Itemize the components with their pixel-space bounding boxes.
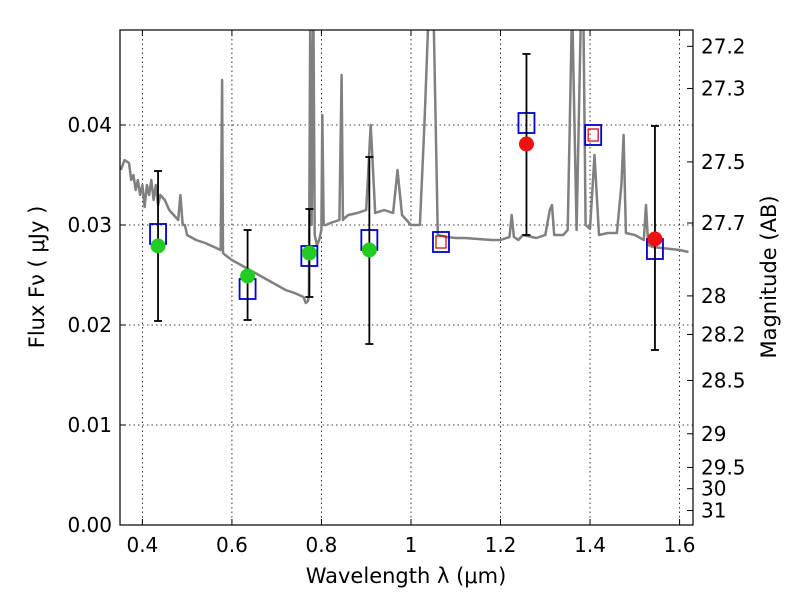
magnitude-tick-label: 28 xyxy=(701,284,726,308)
measured-points xyxy=(150,136,663,284)
y-axis-label: Flux Fν ( μJy ) xyxy=(25,206,49,349)
magnitude-tick-label: 28.5 xyxy=(701,368,746,392)
model-flux-box xyxy=(432,231,450,253)
y-tick-label: 0.03 xyxy=(67,213,112,237)
magnitude-tick-label: 29.5 xyxy=(701,455,746,479)
x-tick-label: 1.6 xyxy=(664,533,696,557)
data-point-optical xyxy=(361,242,377,258)
x-tick-label: 0.6 xyxy=(216,533,248,557)
y-tick-label: 0.01 xyxy=(67,413,112,437)
y-tick-label: 0.02 xyxy=(67,313,112,337)
magnitude-tick-label: 27.2 xyxy=(701,34,746,58)
x-tick-label: 1.4 xyxy=(574,533,606,557)
data-point-nir xyxy=(518,136,534,152)
magnitude-tick-label: 30 xyxy=(701,477,726,501)
x-tick-label: 1 xyxy=(405,533,418,557)
y-tick-label: 0.00 xyxy=(67,513,112,537)
x-tick-label: 0.4 xyxy=(126,533,158,557)
magnitude-tick-label: 27.7 xyxy=(701,211,746,235)
tick-labels: 0.4 0.6 0.8 1 1.2 1.4 1.6 0.00 0.01 0.02 0.03 0.04 2… xyxy=(67,34,745,557)
plot-frame xyxy=(119,29,694,526)
x-tick-label: 0.8 xyxy=(306,533,338,557)
model-flux-box xyxy=(584,124,603,146)
magnitude-tick-label: 27.5 xyxy=(701,150,746,174)
data-point-optical xyxy=(240,268,256,284)
model-spectrum-line xyxy=(120,30,689,305)
x-tick-label: 1.2 xyxy=(485,533,517,557)
data-point-nir xyxy=(647,231,663,247)
magnitude-tick-label: 27.3 xyxy=(701,76,746,100)
magnitude-tick-label: 29 xyxy=(701,422,726,446)
data-point-optical xyxy=(301,245,317,261)
axis-ticks xyxy=(120,30,693,526)
data-point-optical xyxy=(150,238,166,254)
model-flux-box-inner xyxy=(435,235,447,249)
magnitude-tick-label: 28.2 xyxy=(701,322,746,346)
y-tick-label: 0.04 xyxy=(67,113,112,137)
x-axis-label: Wavelength λ (μm) xyxy=(306,564,507,588)
magnitude-tick-label: 31 xyxy=(701,499,726,523)
model-flux-box-inner xyxy=(587,128,599,142)
magnitude-axis-label: Magnitude (AB) xyxy=(757,195,781,358)
grid xyxy=(120,30,693,526)
plot-area xyxy=(120,30,689,351)
